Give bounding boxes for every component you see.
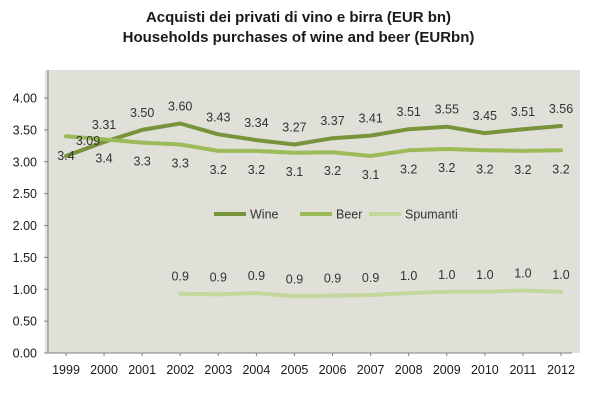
y-tick-label: 3.50 (13, 123, 37, 137)
x-tick-label: 2005 (281, 363, 309, 377)
data-label-beer: 3.2 (248, 163, 265, 177)
data-label-spumanti: 0.9 (362, 271, 379, 285)
chart-subtitle: Households purchases of wine and beer (E… (122, 29, 475, 46)
data-label-beer: 3.2 (438, 161, 455, 175)
data-label-wine: 3.51 (397, 105, 421, 119)
data-label-beer: 3.1 (362, 168, 379, 182)
data-label-wine: 3.31 (92, 118, 116, 132)
data-label-spumanti: 0.9 (210, 270, 227, 284)
axes: 0.00 0.50 1.00 1.50 2.00 2.50 3.00 3.50 4.00 1999… (13, 70, 575, 377)
x-tick-label: 2007 (357, 363, 385, 377)
data-label-beer: 3.2 (324, 164, 341, 178)
data-label-beer: 3.3 (133, 155, 150, 169)
data-label-spumanti: 0.9 (286, 272, 303, 286)
x-tick-label: 2000 (90, 363, 118, 377)
data-label-beer: 3.2 (400, 162, 417, 176)
x-tick-label: 2008 (395, 363, 423, 377)
data-label-spumanti: 1.0 (400, 269, 417, 283)
data-label-spumanti: 1.0 (552, 268, 569, 282)
x-tick-label: 2004 (242, 363, 270, 377)
legend-label-wine: Wine (250, 208, 279, 222)
legend-label-spumanti: Spumanti (405, 208, 458, 222)
x-tick-label: 2003 (204, 363, 232, 377)
x-tick-label: 2011 (509, 363, 536, 377)
data-label-wine: 3.09 (76, 134, 100, 148)
data-label-wine: 3.37 (320, 114, 344, 128)
x-tick-label: 2002 (166, 363, 194, 377)
x-tick-label: 2006 (319, 363, 347, 377)
x-tick-label: 2009 (433, 363, 461, 377)
data-label-spumanti: 1.0 (476, 268, 493, 282)
chart-title: Acquisti dei privati di vino e birra (EU… (145, 9, 452, 26)
data-label-wine: 3.51 (511, 105, 535, 119)
data-label-spumanti: 1.0 (514, 267, 531, 281)
y-tick-label: 1.50 (13, 251, 37, 265)
x-tick-label: 2010 (471, 363, 499, 377)
x-tick-label: 2001 (128, 363, 156, 377)
data-label-spumanti: 0.9 (324, 272, 341, 286)
data-label-beer: 3.2 (210, 163, 227, 177)
data-label-spumanti: 0.9 (172, 270, 189, 284)
data-label-beer: 3.2 (514, 163, 531, 177)
data-label-beer: 3.1 (286, 165, 303, 179)
y-tick-label: 0.00 (13, 347, 37, 361)
series-lines (64, 121, 563, 299)
data-label-beer: 3.4 (95, 151, 112, 165)
data-label-spumanti: 0.9 (248, 269, 265, 283)
x-tick-label: 2012 (547, 363, 575, 377)
data-label-wine: 3.34 (244, 116, 268, 130)
data-label-wine: 3.55 (435, 103, 459, 117)
data-label-beer: 3.4 (57, 149, 74, 163)
data-label-wine: 3.60 (168, 100, 192, 114)
data-label-wine: 3.45 (473, 109, 497, 123)
data-label-beer: 3.2 (552, 162, 569, 176)
data-labels: 3.09 3.31 3.50 3.60 3.43 3.34 3.27 3.37 3.41 3.51… (57, 100, 573, 287)
data-label-spumanti: 1.0 (438, 268, 455, 282)
data-label-wine: 3.43 (206, 110, 230, 124)
legend: Wine Beer Spumanti (214, 208, 458, 222)
data-label-wine: 3.41 (358, 112, 382, 126)
y-tick-label: 4.00 (13, 92, 37, 106)
y-tick-label: 1.00 (13, 283, 37, 297)
y-tick-label: 2.00 (13, 219, 37, 233)
y-tick-label: 3.00 (13, 155, 37, 169)
plot-area (45, 70, 580, 353)
data-label-wine: 3.50 (130, 106, 154, 120)
data-label-beer: 3.2 (476, 162, 493, 176)
y-tick-label: 2.50 (13, 187, 37, 201)
legend-label-beer: Beer (336, 208, 362, 222)
y-tick-label: 0.50 (13, 315, 37, 329)
data-label-wine: 3.56 (549, 102, 573, 116)
x-tick-label: 1999 (52, 363, 80, 377)
data-label-wine: 3.27 (282, 121, 306, 135)
series-line-beer (64, 134, 563, 158)
series-line-wine (64, 121, 563, 158)
series-line-spumanti (178, 288, 563, 299)
data-label-beer: 3.3 (172, 157, 189, 171)
